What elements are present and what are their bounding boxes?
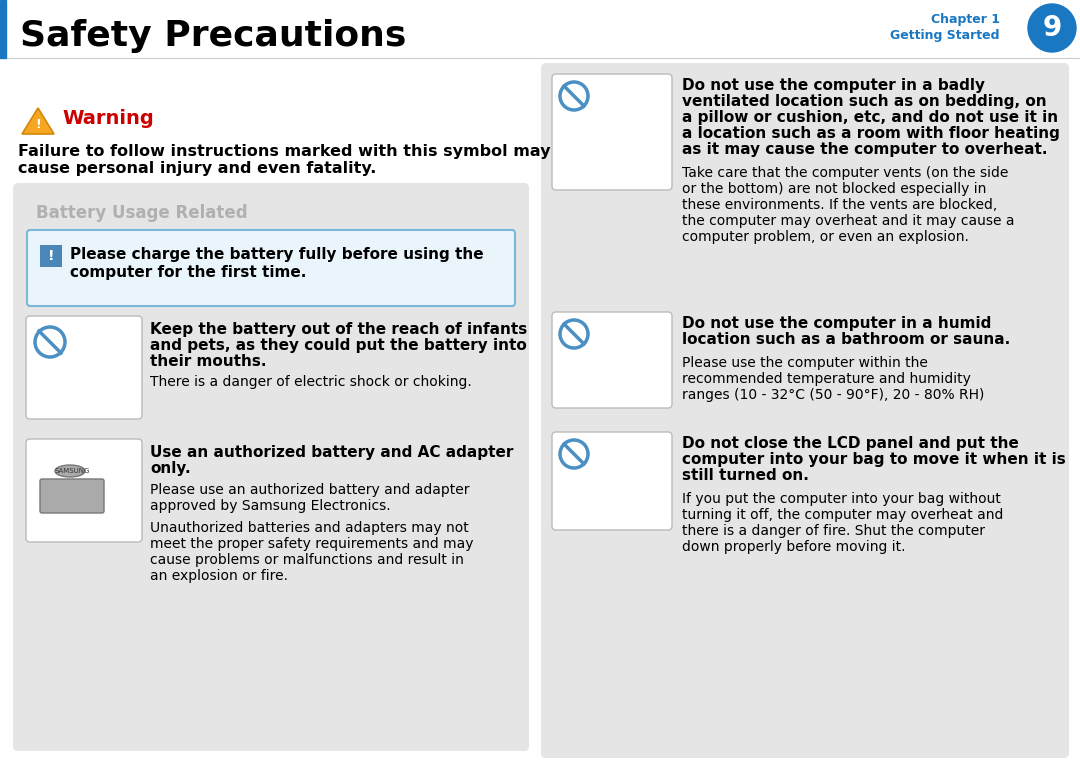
Text: Do not close the LCD panel and put the: Do not close the LCD panel and put the bbox=[681, 436, 1018, 451]
Text: a pillow or cushion, etc, and do not use it in: a pillow or cushion, etc, and do not use… bbox=[681, 110, 1058, 125]
Text: computer problem, or even an explosion.: computer problem, or even an explosion. bbox=[681, 230, 969, 244]
Text: or the bottom) are not blocked especially in: or the bottom) are not blocked especiall… bbox=[681, 182, 986, 196]
Text: only.: only. bbox=[150, 461, 191, 476]
FancyBboxPatch shape bbox=[26, 439, 141, 542]
Text: turning it off, the computer may overheat and: turning it off, the computer may overhea… bbox=[681, 508, 1003, 522]
Polygon shape bbox=[22, 108, 54, 134]
Text: If you put the computer into your bag without: If you put the computer into your bag wi… bbox=[681, 492, 1001, 506]
FancyBboxPatch shape bbox=[552, 432, 672, 530]
FancyBboxPatch shape bbox=[552, 312, 672, 408]
Text: approved by Samsung Electronics.: approved by Samsung Electronics. bbox=[150, 499, 391, 513]
Text: Chapter 1: Chapter 1 bbox=[931, 14, 1000, 27]
Text: the computer may overheat and it may cause a: the computer may overheat and it may cau… bbox=[681, 214, 1014, 228]
Text: cause problems or malfunctions and result in: cause problems or malfunctions and resul… bbox=[150, 553, 464, 567]
Text: Unauthorized batteries and adapters may not: Unauthorized batteries and adapters may … bbox=[150, 521, 469, 535]
Text: an explosion or fire.: an explosion or fire. bbox=[150, 569, 288, 583]
Text: computer into your bag to move it when it is: computer into your bag to move it when i… bbox=[681, 452, 1066, 467]
Text: Getting Started: Getting Started bbox=[891, 30, 1000, 42]
Bar bbox=[0, 0, 1080, 58]
Text: 9: 9 bbox=[1042, 14, 1062, 42]
Text: meet the proper safety requirements and may: meet the proper safety requirements and … bbox=[150, 537, 473, 551]
Text: Do not use the computer in a humid: Do not use the computer in a humid bbox=[681, 316, 991, 331]
Ellipse shape bbox=[55, 465, 85, 477]
Text: SAMSUNG: SAMSUNG bbox=[54, 468, 90, 474]
Text: these environments. If the vents are blocked,: these environments. If the vents are blo… bbox=[681, 198, 997, 212]
FancyBboxPatch shape bbox=[541, 63, 1069, 758]
Bar bbox=[0, 0, 6, 58]
Text: location such as a bathroom or sauna.: location such as a bathroom or sauna. bbox=[681, 332, 1010, 347]
Text: ranges (10 - 32°C (50 - 90°F), 20 - 80% RH): ranges (10 - 32°C (50 - 90°F), 20 - 80% … bbox=[681, 388, 984, 402]
FancyBboxPatch shape bbox=[552, 74, 672, 190]
Text: computer for the first time.: computer for the first time. bbox=[70, 265, 307, 280]
Text: down properly before moving it.: down properly before moving it. bbox=[681, 540, 905, 554]
Circle shape bbox=[1028, 4, 1076, 52]
Text: Keep the battery out of the reach of infants: Keep the battery out of the reach of inf… bbox=[150, 322, 527, 337]
Text: and pets, as they could put the battery into: and pets, as they could put the battery … bbox=[150, 338, 527, 353]
Text: there is a danger of fire. Shut the computer: there is a danger of fire. Shut the comp… bbox=[681, 524, 985, 538]
Text: Use an authorized battery and AC adapter: Use an authorized battery and AC adapter bbox=[150, 445, 513, 460]
Text: a location such as a room with floor heating: a location such as a room with floor hea… bbox=[681, 126, 1059, 141]
Text: as it may cause the computer to overheat.: as it may cause the computer to overheat… bbox=[681, 142, 1048, 157]
Text: !: ! bbox=[48, 249, 54, 263]
Bar bbox=[40, 245, 62, 267]
Text: Please charge the battery fully before using the: Please charge the battery fully before u… bbox=[70, 247, 484, 262]
FancyBboxPatch shape bbox=[40, 479, 104, 513]
Text: There is a danger of electric shock or choking.: There is a danger of electric shock or c… bbox=[150, 375, 472, 389]
Text: Failure to follow instructions marked with this symbol may: Failure to follow instructions marked wi… bbox=[18, 144, 551, 159]
Text: ventilated location such as on bedding, on: ventilated location such as on bedding, … bbox=[681, 94, 1047, 109]
Text: !: ! bbox=[36, 117, 41, 130]
Text: Do not use the computer in a badly: Do not use the computer in a badly bbox=[681, 78, 985, 93]
Text: Please use an authorized battery and adapter: Please use an authorized battery and ada… bbox=[150, 483, 470, 497]
Text: Take care that the computer vents (on the side: Take care that the computer vents (on th… bbox=[681, 166, 1009, 180]
Text: cause personal injury and even fatality.: cause personal injury and even fatality. bbox=[18, 161, 376, 176]
Text: Safety Precautions: Safety Precautions bbox=[21, 19, 406, 53]
FancyBboxPatch shape bbox=[27, 230, 515, 306]
Text: recommended temperature and humidity: recommended temperature and humidity bbox=[681, 372, 971, 386]
Text: Battery Usage Related: Battery Usage Related bbox=[36, 204, 247, 222]
Text: their mouths.: their mouths. bbox=[150, 354, 267, 369]
Text: Please use the computer within the: Please use the computer within the bbox=[681, 356, 928, 370]
FancyBboxPatch shape bbox=[26, 316, 141, 419]
FancyBboxPatch shape bbox=[13, 183, 529, 751]
Text: Warning: Warning bbox=[62, 110, 153, 129]
Text: still turned on.: still turned on. bbox=[681, 468, 809, 483]
